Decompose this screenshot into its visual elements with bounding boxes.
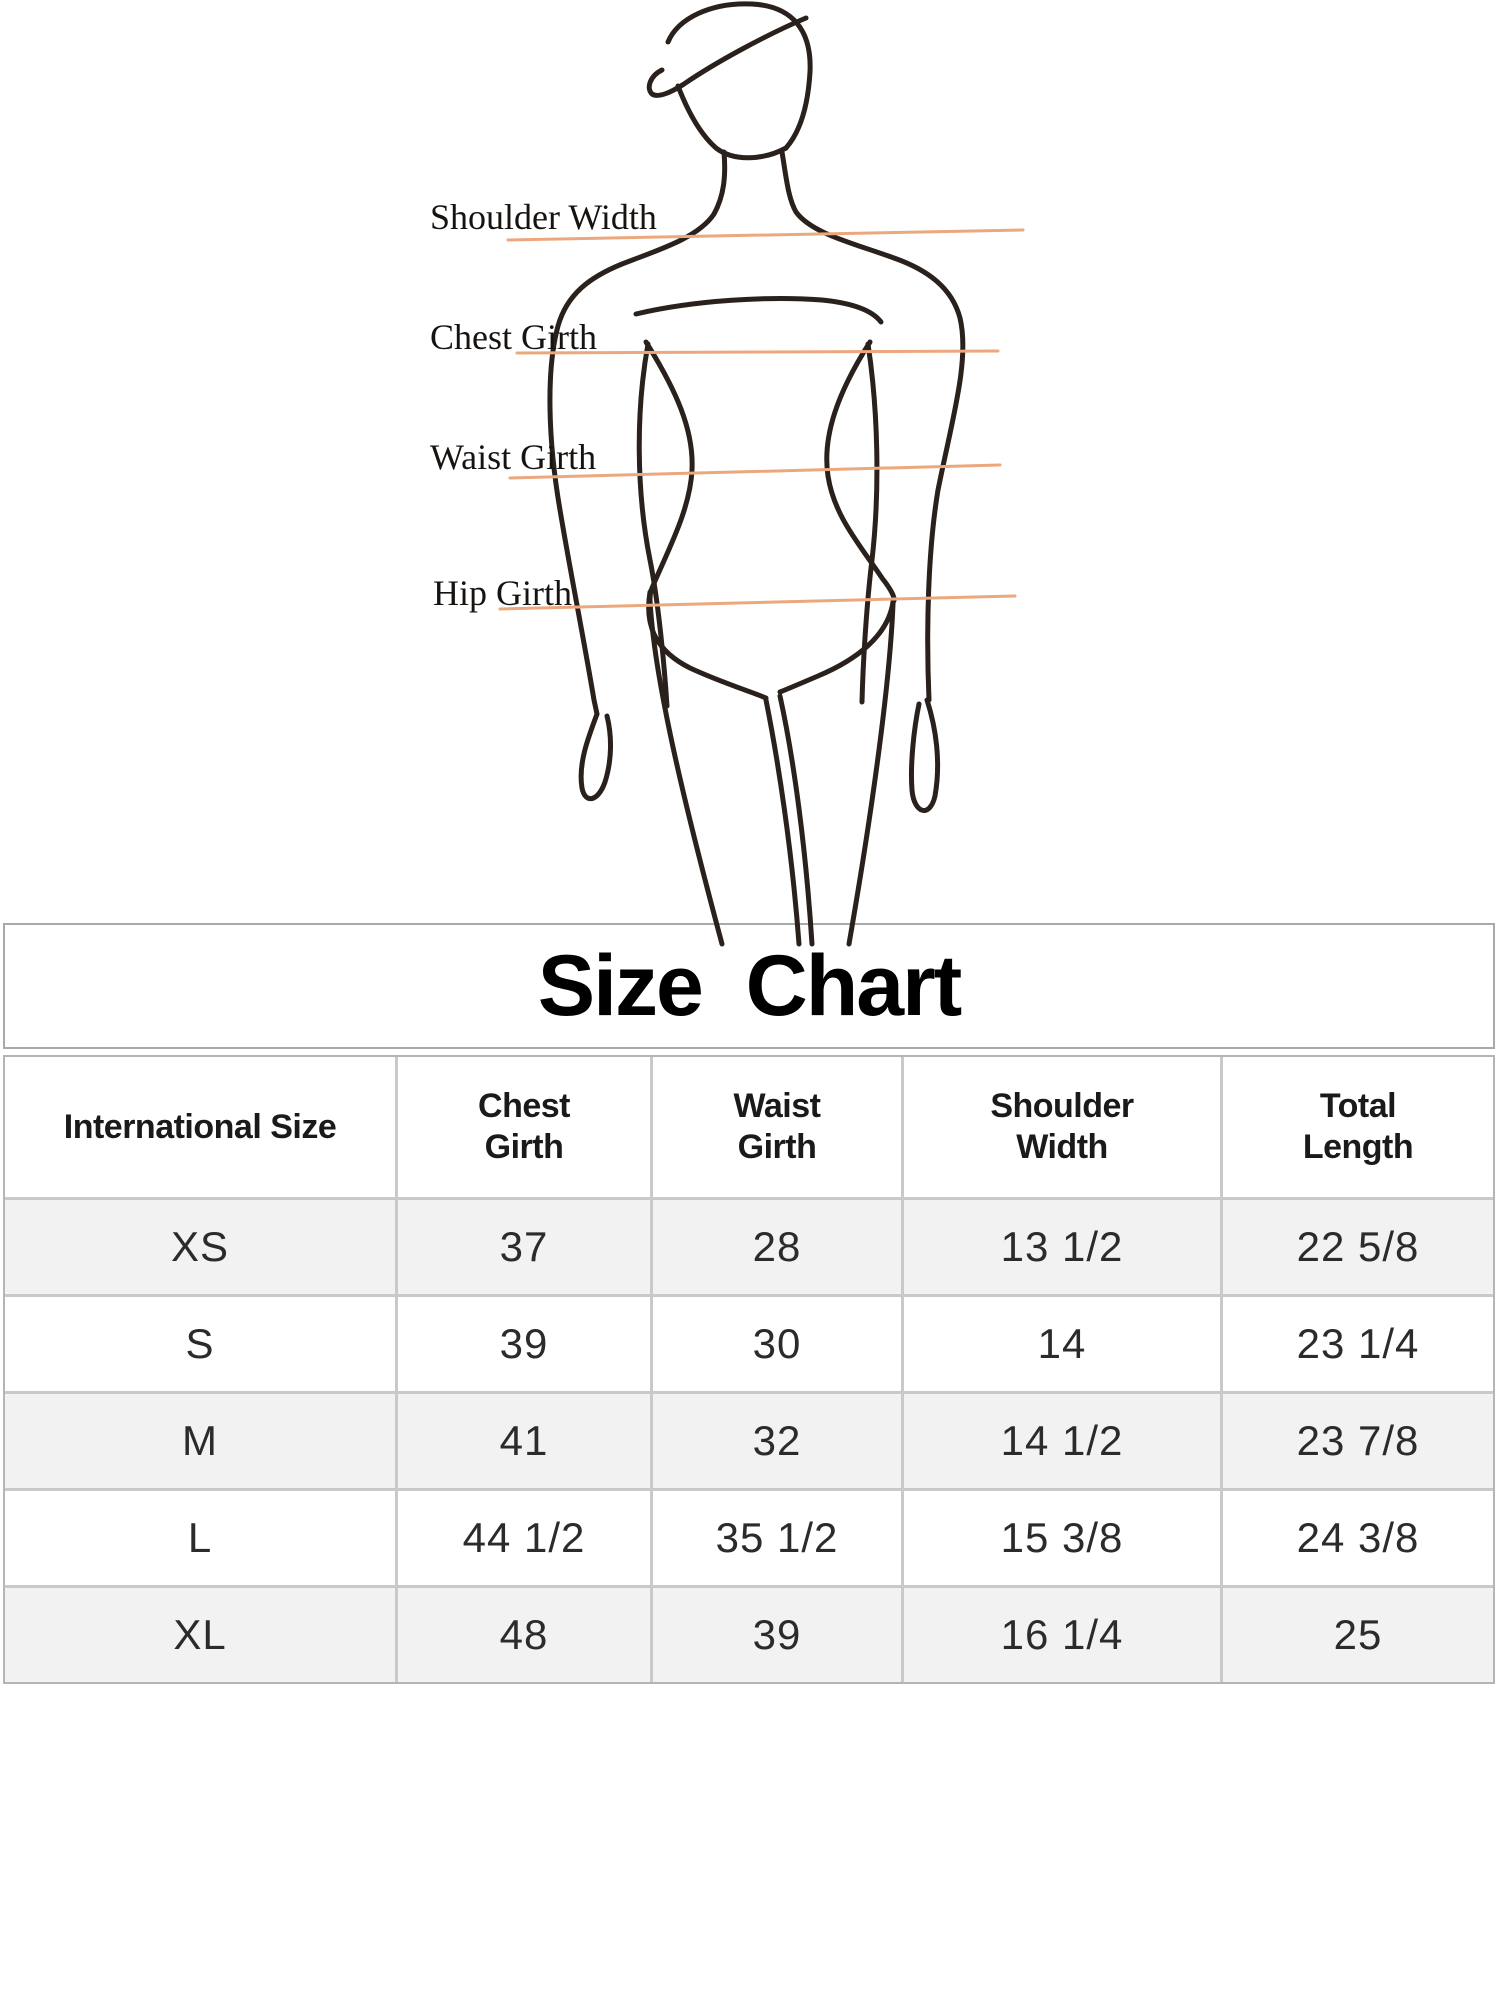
table-cell: 25	[1223, 1588, 1493, 1682]
table-cell: 39	[398, 1297, 650, 1391]
table-cell: 39	[653, 1588, 901, 1682]
hair-stroke	[646, 15, 809, 98]
right-leg-outer	[846, 601, 896, 947]
size-table: International Size Chest Girth Waist Gir…	[3, 1055, 1495, 1684]
table-cell: 41	[398, 1394, 650, 1488]
size-cell-l: L	[5, 1491, 395, 1585]
torso-left-edge	[643, 339, 695, 603]
table-cell: 14 1/2	[904, 1394, 1220, 1488]
table-cell: 23 7/8	[1223, 1394, 1493, 1488]
col-header-shoulder-width: Shoulder Width	[904, 1057, 1220, 1197]
hip-measure-line	[498, 594, 1017, 611]
table-cell: 23 1/4	[1223, 1297, 1493, 1391]
right-leg-inner	[777, 693, 815, 947]
panty-right-curve	[777, 599, 896, 695]
table-cell: 13 1/2	[904, 1200, 1220, 1294]
table-cell: 22 5/8	[1223, 1200, 1493, 1294]
head-outline	[665, 1, 813, 151]
body-figure-sketch	[498, 1, 1025, 947]
size-cell-s: S	[5, 1297, 395, 1391]
page-title: Size Chart	[537, 937, 962, 1034]
table-cell: 28	[653, 1200, 901, 1294]
panty-left-curve	[646, 589, 769, 701]
table-cell: 16 1/4	[904, 1588, 1220, 1682]
torso-right-edge	[824, 339, 897, 605]
table-cell: 15 3/8	[904, 1491, 1220, 1585]
table-cell: 44 1/2	[398, 1491, 650, 1585]
chest-girth-label: Chest Girth	[430, 317, 597, 357]
left-hand	[578, 711, 614, 801]
table-cell: 14	[904, 1297, 1220, 1391]
col-header-chest-girth: Chest Girth	[398, 1057, 650, 1197]
col-header-waist-girth: Waist Girth	[653, 1057, 901, 1197]
size-chart-title-box: Size Chart	[3, 923, 1495, 1049]
table-cell: 35 1/2	[653, 1491, 901, 1585]
face-chin-line	[675, 83, 789, 161]
col-header-total-length: Total Length	[1223, 1057, 1493, 1197]
table-cell: 32	[653, 1394, 901, 1488]
table-cell: 30	[653, 1297, 901, 1391]
size-cell-m: M	[5, 1394, 395, 1488]
garment-top-line	[633, 296, 884, 325]
size-cell-xl: XL	[5, 1588, 395, 1682]
size-cell-xs: XS	[5, 1200, 395, 1294]
left-leg-inner	[763, 697, 802, 947]
hip-girth-label: Hip Girth	[433, 573, 572, 613]
right-arm-inner	[859, 341, 880, 705]
right-neck-shoulder-arm	[779, 149, 966, 703]
table-cell: 37	[398, 1200, 650, 1294]
table-cell: 48	[398, 1588, 650, 1682]
col-header-international-size: International Size	[5, 1057, 395, 1197]
left-arm-inner	[636, 341, 670, 709]
shoulder-width-label: Shoulder Width	[430, 197, 657, 237]
table-cell: 24 3/8	[1223, 1491, 1493, 1585]
waist-girth-label: Waist Girth	[430, 437, 597, 477]
right-hand	[908, 697, 941, 813]
left-leg-outer	[647, 597, 725, 947]
